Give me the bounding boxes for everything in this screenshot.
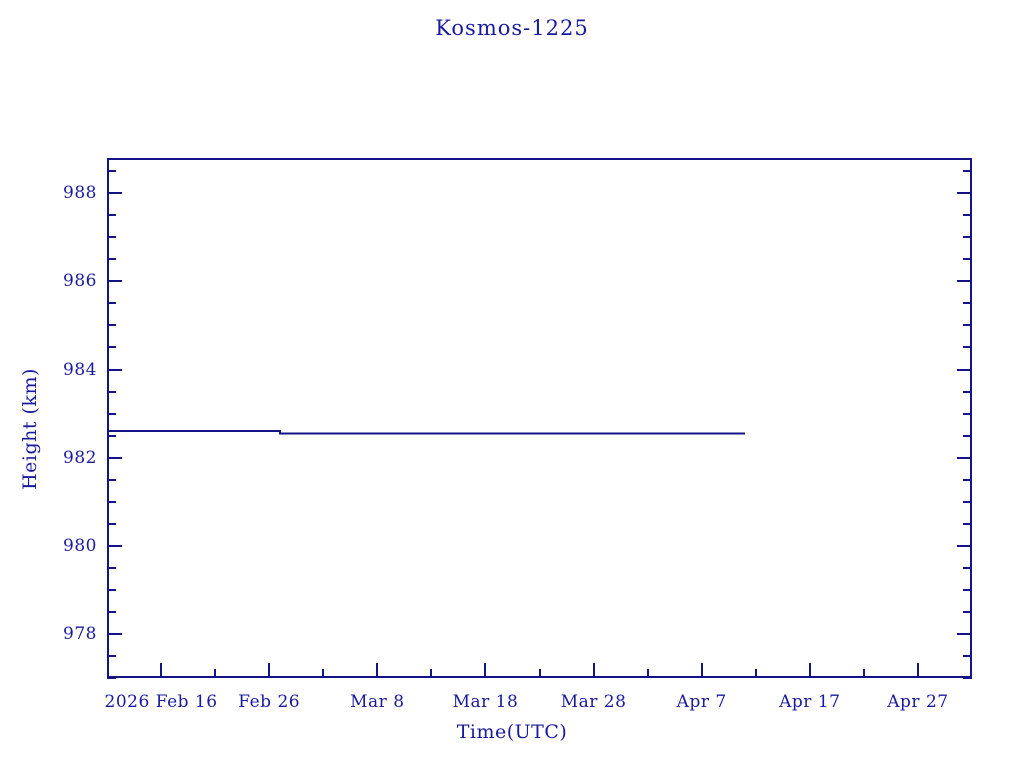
y-tick-minor bbox=[107, 170, 116, 173]
x-tick-minor bbox=[646, 669, 649, 678]
y-tick-minor bbox=[107, 412, 116, 415]
x-tick-minor-top bbox=[0, 147, 1024, 156]
y-tick-minor-right bbox=[963, 412, 972, 415]
y-tick-minor-right bbox=[963, 500, 972, 503]
x-tick-major-top bbox=[0, 75, 1024, 90]
y-tick-minor bbox=[107, 566, 116, 569]
y-tick-minor-right bbox=[963, 390, 972, 393]
y-tick-minor-right bbox=[963, 170, 972, 173]
y-tick-label: 988 bbox=[63, 183, 97, 204]
y-tick-minor bbox=[107, 588, 116, 591]
x-tick-major bbox=[268, 663, 271, 678]
x-tick-label: Mar 8 bbox=[350, 692, 405, 712]
x-tick-minor bbox=[538, 669, 541, 678]
x-tick-major-top bbox=[0, 90, 1024, 105]
y-tick-minor-right bbox=[963, 677, 972, 679]
x-tick-minor bbox=[862, 669, 865, 678]
y-tick-major-right bbox=[957, 280, 972, 283]
plot-frame bbox=[107, 158, 972, 678]
y-tick-label: 982 bbox=[63, 447, 97, 468]
x-tick-major-top bbox=[0, 45, 1024, 60]
y-tick-minor bbox=[107, 390, 116, 393]
y-tick-minor-right bbox=[963, 522, 972, 525]
x-tick-major bbox=[484, 663, 487, 678]
y-tick-major bbox=[107, 280, 122, 283]
x-axis-title: Time(UTC) bbox=[456, 721, 568, 743]
x-tick-label: Apr 7 bbox=[676, 692, 727, 712]
y-tick-minor bbox=[107, 258, 116, 261]
y-tick-major bbox=[107, 544, 122, 547]
y-tick-major bbox=[107, 632, 122, 635]
y-tick-minor-right bbox=[963, 478, 972, 481]
y-axis-title: Height (km) bbox=[19, 368, 41, 490]
y-tick-minor-right bbox=[963, 236, 972, 239]
y-tick-minor bbox=[107, 236, 116, 239]
y-tick-minor-right bbox=[963, 214, 972, 217]
y-tick-major-right bbox=[957, 368, 972, 371]
y-tick-minor bbox=[107, 434, 116, 437]
y-tick-label: 986 bbox=[63, 271, 97, 292]
y-tick-minor-right bbox=[963, 302, 972, 305]
series-line bbox=[107, 430, 745, 435]
x-tick-minor-top bbox=[0, 138, 1024, 147]
y-tick-minor bbox=[107, 522, 116, 525]
y-tick-minor bbox=[107, 610, 116, 613]
x-axis-ticks: 2026 Feb 16 Feb 26 Mar 8 Mar 18 Mar 28 Apr 7 A… bbox=[0, 0, 1024, 712]
x-tick-major bbox=[160, 663, 163, 678]
y-tick-minor-right bbox=[963, 566, 972, 569]
y-tick-minor-right bbox=[963, 258, 972, 261]
y-tick-label: 980 bbox=[63, 535, 97, 556]
y-tick-major bbox=[107, 456, 122, 459]
y-tick-minor-right bbox=[963, 610, 972, 613]
y-tick-label: 978 bbox=[63, 623, 97, 644]
x-tick-label: Apr 17 bbox=[779, 692, 841, 712]
y-tick-major-right bbox=[957, 456, 972, 459]
y-tick-minor bbox=[107, 346, 116, 349]
x-tick-major-top bbox=[0, 60, 1024, 75]
y-tick-minor bbox=[107, 302, 116, 305]
y-tick-minor bbox=[107, 654, 116, 657]
y-tick-major-right bbox=[957, 632, 972, 635]
y-tick-minor bbox=[107, 500, 116, 503]
y-tick-minor-right bbox=[963, 588, 972, 591]
y-tick-minor bbox=[107, 324, 116, 327]
x-tick-major bbox=[376, 663, 379, 678]
x-tick-minor bbox=[322, 669, 325, 678]
y-tick-major bbox=[107, 368, 122, 371]
x-tick-label: Mar 28 bbox=[560, 692, 627, 712]
x-tick-minor bbox=[754, 669, 757, 678]
y-tick-minor bbox=[107, 677, 116, 679]
x-tick-label: Feb 26 bbox=[238, 692, 301, 712]
y-tick-label: 984 bbox=[63, 359, 97, 380]
x-tick-label: 2026 Feb 16 bbox=[104, 692, 218, 712]
chart-title: Kosmos-1225 bbox=[435, 16, 589, 40]
x-tick-minor bbox=[430, 669, 433, 678]
x-tick-major bbox=[700, 663, 703, 678]
plot-area bbox=[107, 158, 972, 678]
y-tick-major-right bbox=[957, 192, 972, 195]
x-tick-major-top bbox=[0, 105, 1024, 120]
x-tick-label: Mar 18 bbox=[452, 692, 519, 712]
x-tick-minor-top bbox=[0, 129, 1024, 138]
x-tick-major bbox=[592, 663, 595, 678]
x-tick-minor-top bbox=[0, 120, 1024, 129]
y-tick-major bbox=[107, 192, 122, 195]
y-tick-minor-right bbox=[963, 346, 972, 349]
x-tick-major bbox=[808, 663, 811, 678]
y-tick-minor-right bbox=[963, 654, 972, 657]
x-tick-label: Apr 27 bbox=[887, 692, 949, 712]
y-tick-minor bbox=[107, 214, 116, 217]
y-tick-minor-right bbox=[963, 434, 972, 437]
x-tick-major-top bbox=[0, 0, 1024, 15]
y-tick-minor-right bbox=[963, 324, 972, 327]
y-tick-minor bbox=[107, 478, 116, 481]
series-height bbox=[107, 430, 745, 435]
y-tick-major-right bbox=[957, 544, 972, 547]
x-tick-minor bbox=[214, 669, 217, 678]
x-tick-major bbox=[916, 663, 919, 678]
